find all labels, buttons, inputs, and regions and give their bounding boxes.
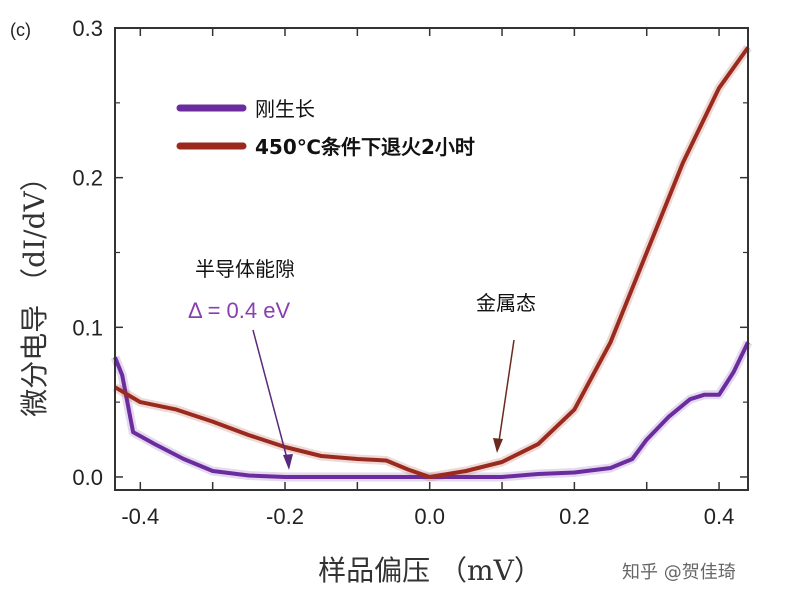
arrow-gap-head — [283, 454, 293, 470]
panel-label: (c) — [10, 20, 31, 40]
y-tick-label: 0.2 — [72, 166, 103, 191]
y-tick-label: 0.0 — [72, 465, 103, 490]
watermark: 知乎 @贺佳琦 — [622, 562, 736, 583]
x-tick-label: -0.4 — [121, 504, 159, 529]
series-line-0 — [113, 341, 750, 479]
arrow-metallic — [497, 339, 515, 449]
annotation-semiconductor-gap: 半导体能隙 — [195, 257, 295, 281]
x-axis-label: 样品偏压 （mV） — [318, 554, 542, 587]
legend-label-as-grown: 刚生长 — [255, 97, 315, 121]
y-tick-label: 0.3 — [72, 16, 103, 41]
legend-label-annealed: 450℃条件下退火2小时 — [255, 135, 475, 159]
arrow-metallic-head — [493, 438, 503, 453]
x-tick-label: -0.2 — [266, 504, 304, 529]
arrow-gap — [252, 329, 290, 467]
plot-frame — [114, 27, 749, 491]
annotation-gap-value: Δ = 0.4 eV — [188, 298, 290, 323]
y-tick-label: 0.1 — [72, 315, 103, 340]
annotation-metallic-state: 金属态 — [476, 291, 536, 315]
y-axis-label: 微分电导 （dI/dV） — [18, 163, 51, 416]
x-tick-label: 0.2 — [559, 504, 590, 529]
series-line-1 — [113, 46, 750, 479]
legend: 刚生长 450℃条件下退火2小时 — [176, 97, 475, 159]
series-glow-0 — [110, 340, 753, 482]
x-tick-label: 0.0 — [414, 504, 445, 529]
x-tick-label: 0.4 — [704, 504, 735, 529]
